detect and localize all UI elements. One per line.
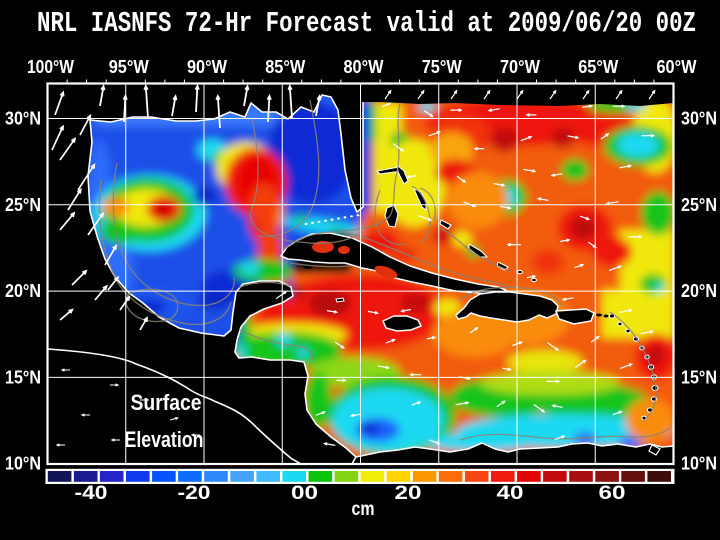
svg-text:100°W: 100°W — [27, 56, 74, 77]
svg-text:25°N: 25°N — [681, 194, 717, 215]
svg-text:90°W: 90°W — [187, 56, 227, 77]
svg-text:70°W: 70°W — [500, 56, 540, 77]
svg-text:20: 20 — [395, 483, 422, 504]
svg-text:60°W: 60°W — [657, 56, 697, 77]
svg-text:30°N: 30°N — [5, 108, 41, 129]
svg-text:NRL IASNFS 72-Hr Forecast val: NRL IASNFS 72-Hr Forecast valid at 2009/… — [37, 7, 696, 40]
svg-text:85°W: 85°W — [265, 56, 305, 77]
svg-text:20°N: 20°N — [5, 280, 41, 301]
svg-text:-20: -20 — [178, 483, 211, 504]
svg-text:60: 60 — [599, 483, 626, 504]
svg-text:75°W: 75°W — [422, 56, 462, 77]
svg-text:95°W: 95°W — [109, 56, 149, 77]
svg-text:Elevation: Elevation — [125, 427, 204, 452]
svg-text:-40: -40 — [75, 483, 108, 504]
svg-text:30°N: 30°N — [681, 108, 717, 129]
svg-text:25°N: 25°N — [5, 194, 41, 215]
svg-text:15°N: 15°N — [681, 366, 717, 387]
svg-text:15°N: 15°N — [5, 366, 41, 387]
svg-text:Surface: Surface — [131, 390, 202, 415]
svg-text:65°W: 65°W — [578, 56, 618, 77]
svg-text:40: 40 — [497, 483, 524, 504]
svg-text:cm: cm — [352, 499, 375, 520]
svg-text:10°N: 10°N — [681, 453, 717, 474]
svg-text:00: 00 — [291, 483, 318, 504]
svg-text:20°N: 20°N — [681, 280, 717, 301]
svg-text:80°W: 80°W — [344, 56, 384, 77]
svg-text:10°N: 10°N — [5, 453, 41, 474]
